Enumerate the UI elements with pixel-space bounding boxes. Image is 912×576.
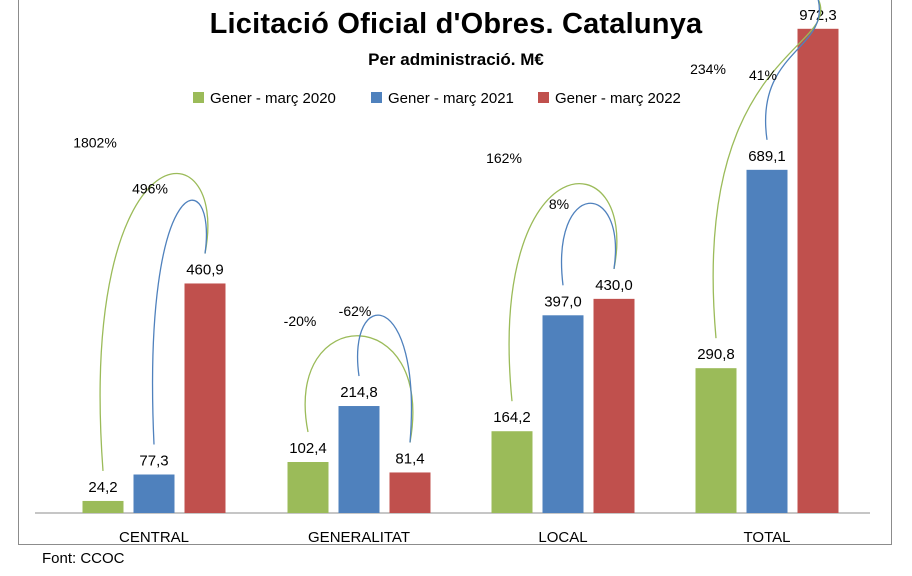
growth-label-central-outer: 1802% bbox=[73, 134, 117, 150]
legend-swatch-1 bbox=[193, 92, 204, 103]
growth-label-generalitat-inner: -62% bbox=[339, 303, 372, 319]
growth-arc-central-outer bbox=[99, 172, 209, 471]
legend-label-3: Gener - març 2022 bbox=[555, 90, 681, 107]
data-label-local-series-1: 164,2 bbox=[493, 409, 531, 426]
category-label-generalitat: GENERALITAT bbox=[308, 529, 410, 546]
data-label-generalitat-series-2: 214,8 bbox=[340, 384, 378, 401]
bar-central-series-1 bbox=[82, 500, 124, 513]
bar-central-series-2 bbox=[133, 474, 175, 513]
growth-label-generalitat-outer: -20% bbox=[284, 313, 317, 329]
bar-local-series-3 bbox=[593, 298, 635, 513]
growth-arc-total-inner bbox=[764, 0, 821, 140]
data-label-local-series-2: 397,0 bbox=[544, 293, 582, 310]
bar-total-series-2 bbox=[746, 169, 788, 514]
growth-label-total-outer: 234% bbox=[690, 61, 726, 77]
chart-frame bbox=[18, 0, 892, 545]
data-label-local-series-3: 430,0 bbox=[595, 277, 633, 294]
growth-arc-local-outer bbox=[508, 182, 618, 402]
bar-central-series-3 bbox=[184, 283, 226, 513]
data-label-central-series-2: 77,3 bbox=[139, 453, 168, 470]
data-label-total-series-2: 689,1 bbox=[748, 148, 786, 165]
growth-label-central-inner: 496% bbox=[132, 180, 168, 196]
source-note: Font: CCOC bbox=[42, 550, 125, 567]
growth-arc-total-outer bbox=[712, 0, 822, 339]
data-label-central-series-3: 460,9 bbox=[186, 261, 224, 278]
bar-total-series-3 bbox=[797, 28, 839, 514]
legend-swatch-3 bbox=[538, 92, 549, 103]
legend-label-1: Gener - març 2020 bbox=[210, 90, 336, 107]
growth-label-total-inner: 41% bbox=[749, 67, 777, 83]
bar-local-series-2 bbox=[542, 315, 584, 513]
growth-label-local-outer: 162% bbox=[486, 150, 522, 166]
data-label-generalitat-series-1: 102,4 bbox=[289, 440, 327, 457]
category-label-total: TOTAL bbox=[744, 529, 791, 546]
growth-arc-central-inner bbox=[151, 199, 208, 445]
legend-swatch-2 bbox=[371, 92, 382, 103]
data-label-total-series-3: 972,3 bbox=[799, 7, 837, 24]
category-label-central: CENTRAL bbox=[119, 529, 189, 546]
bar-generalitat-series-1 bbox=[287, 462, 329, 513]
growth-arc-local-inner bbox=[560, 202, 617, 286]
data-label-central-series-1: 24,2 bbox=[88, 479, 117, 496]
category-label-local: LOCAL bbox=[538, 529, 587, 546]
legend-label-2: Gener - març 2021 bbox=[388, 90, 514, 107]
bar-local-series-1 bbox=[491, 431, 533, 513]
chart-subtitle: Per administració. M€ bbox=[368, 50, 544, 69]
growth-label-local-inner: 8% bbox=[549, 196, 569, 212]
chart-title: Licitació Oficial d'Obres. Catalunya bbox=[209, 8, 703, 40]
growth-arc-generalitat-inner bbox=[357, 314, 412, 443]
bar-generalitat-series-3 bbox=[389, 472, 431, 513]
bar-total-series-1 bbox=[695, 368, 737, 513]
data-label-total-series-1: 290,8 bbox=[697, 346, 735, 363]
bar-generalitat-series-2 bbox=[338, 406, 380, 513]
data-label-generalitat-series-3: 81,4 bbox=[395, 450, 424, 467]
